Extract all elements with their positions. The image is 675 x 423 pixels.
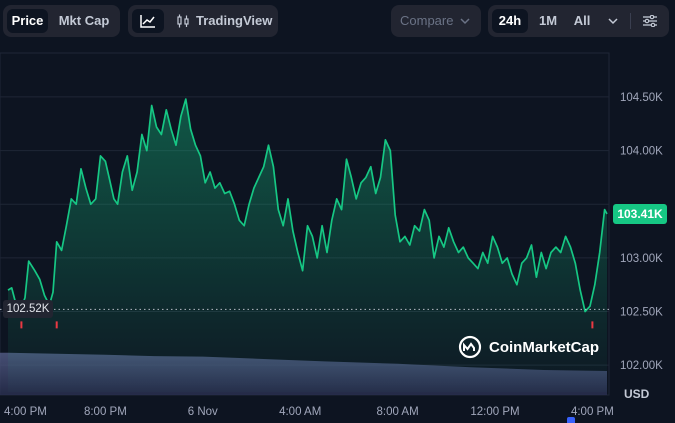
line-chart-button[interactable]	[132, 9, 164, 33]
metric-tabs: Price Mkt Cap	[3, 5, 120, 37]
y-axis: 104.50K 104.00K 103.00K 102.50K 102.00K	[620, 92, 663, 372]
x-tick-label: 8:00 PM	[84, 406, 127, 418]
tab-price[interactable]: Price	[7, 9, 48, 33]
tradingview-label: TradingView	[196, 13, 273, 28]
tab-1m[interactable]: 1M	[538, 13, 558, 28]
scroll-indicator[interactable]	[567, 417, 575, 423]
price-line	[7, 98, 608, 313]
chevron-down-icon	[608, 18, 618, 25]
tab-24h[interactable]: 24h	[492, 9, 528, 33]
candlestick-icon	[177, 14, 189, 28]
open-price-tag: 102.52K	[3, 300, 53, 319]
chevron-down-icon	[460, 18, 470, 25]
range-more-button[interactable]	[601, 9, 625, 33]
y-tick-label: 104.00K	[620, 146, 663, 158]
price-area	[7, 98, 608, 392]
chart-type-tabs: TradingView	[128, 5, 278, 37]
x-tick-label: 4:00 AM	[279, 406, 321, 418]
line-chart-icon	[140, 15, 155, 28]
current-price-tag: 103.41K	[613, 203, 667, 224]
x-axis: 4:00 PM 8:00 PM 6 Nov 4:00 AM 8:00 AM 12:00 P…	[4, 406, 614, 418]
watermark-text: CoinMarketCap	[489, 339, 600, 356]
y-tick-label: 102.00K	[620, 360, 663, 372]
x-tick-label: 4:00 PM	[4, 406, 47, 418]
range-tabs: 24h 1M All	[488, 5, 669, 37]
y-tick-label: 102.50K	[620, 307, 663, 319]
currency-label: USD	[624, 387, 650, 401]
compare-dropdown[interactable]: Compare	[391, 5, 481, 37]
coinmarketcap-logo-icon	[458, 335, 482, 359]
red-markers	[20, 321, 594, 329]
settings-button[interactable]	[636, 9, 664, 33]
tab-mkt-cap[interactable]: Mkt Cap	[58, 13, 110, 28]
tab-all[interactable]: All	[573, 13, 591, 28]
price-area-fill	[8, 99, 607, 392]
x-tick-label: 4:00 PM	[571, 406, 614, 418]
x-tick-label: 8:00 AM	[376, 406, 418, 418]
x-tick-label: 12:00 PM	[470, 406, 519, 418]
x-tick-label: 6 Nov	[188, 406, 218, 418]
compare-label: Compare	[400, 13, 454, 28]
sliders-icon	[643, 14, 657, 28]
y-tick-label: 104.50K	[620, 92, 663, 104]
y-tick-label: 103.00K	[620, 253, 663, 265]
divider	[630, 13, 631, 29]
tradingview-button[interactable]: TradingView	[170, 9, 274, 33]
